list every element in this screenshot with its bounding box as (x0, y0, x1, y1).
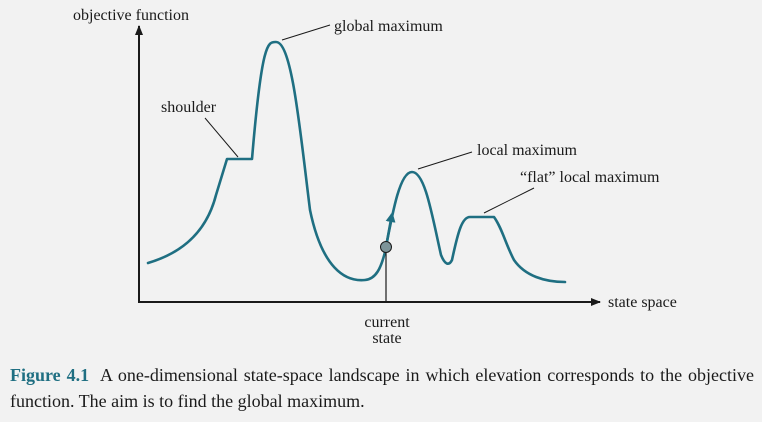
global-maximum-label: global maximum (334, 18, 443, 35)
current-state-label-line1: current (364, 314, 410, 331)
diagram-canvas: objective function state space global ma… (73, 7, 677, 347)
shoulder-label: shoulder (161, 99, 217, 116)
flat-local-maximum-leader (483, 187, 535, 214)
local-maximum-label: local maximum (477, 142, 578, 159)
figure-caption-label: Figure 4.1 (10, 365, 90, 385)
y-axis-label: objective function (73, 7, 189, 24)
current-state-label-line2: state (372, 330, 401, 347)
figure-caption: Figure 4.1 A one-dimensional state-space… (10, 362, 754, 414)
landscape-curve (146, 40, 567, 284)
figure-caption-text: A one-dimensional state-space landscape … (10, 365, 754, 411)
current-state-point (380, 241, 392, 253)
global-maximum-leader (281, 24, 331, 41)
shoulder-leader (204, 117, 239, 158)
state-space-diagram: objective function state space global ma… (73, 7, 677, 347)
flat-local-maximum-label: “flat” local maximum (520, 169, 660, 186)
x-axis-label: state space (608, 294, 677, 311)
local-maximum-leader (417, 151, 473, 170)
